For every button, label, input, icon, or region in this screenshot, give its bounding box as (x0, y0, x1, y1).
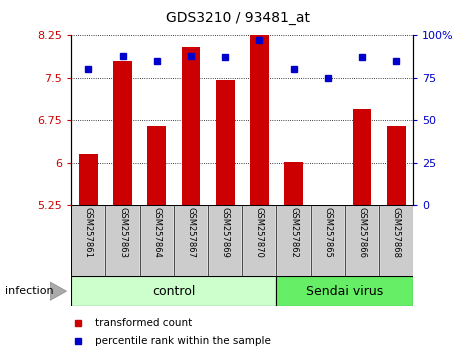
Text: control: control (152, 285, 196, 298)
Bar (352, 109, 371, 205)
Text: transformed count: transformed count (95, 318, 192, 328)
Bar (242, 205, 276, 276)
Bar (113, 61, 132, 205)
Text: GSM257865: GSM257865 (323, 207, 332, 258)
Text: GSM257867: GSM257867 (187, 207, 195, 258)
Bar (276, 205, 311, 276)
Bar (311, 205, 345, 276)
Bar (276, 276, 413, 306)
Text: infection: infection (5, 286, 53, 296)
Bar (105, 205, 140, 276)
Bar (208, 205, 242, 276)
Bar (345, 205, 379, 276)
Bar (216, 80, 235, 205)
Bar (140, 205, 174, 276)
Text: GSM257861: GSM257861 (84, 207, 93, 258)
Bar (71, 205, 105, 276)
Text: GSM257864: GSM257864 (152, 207, 161, 258)
Bar (181, 47, 200, 205)
Text: percentile rank within the sample: percentile rank within the sample (95, 336, 271, 346)
Polygon shape (50, 282, 66, 301)
Text: GSM257868: GSM257868 (392, 207, 400, 258)
Text: Sendai virus: Sendai virus (306, 285, 383, 298)
Bar (147, 126, 166, 205)
Bar (174, 205, 208, 276)
Bar (79, 154, 98, 205)
Bar (250, 27, 269, 205)
Bar (387, 126, 406, 205)
Text: GDS3210 / 93481_at: GDS3210 / 93481_at (165, 11, 310, 25)
Text: GSM257870: GSM257870 (255, 207, 264, 258)
Text: GSM257862: GSM257862 (289, 207, 298, 258)
Bar (71, 276, 276, 306)
Text: GSM257866: GSM257866 (358, 207, 366, 258)
Text: GSM257863: GSM257863 (118, 207, 127, 258)
Bar (379, 205, 413, 276)
Bar (284, 162, 303, 205)
Text: GSM257869: GSM257869 (221, 207, 229, 258)
